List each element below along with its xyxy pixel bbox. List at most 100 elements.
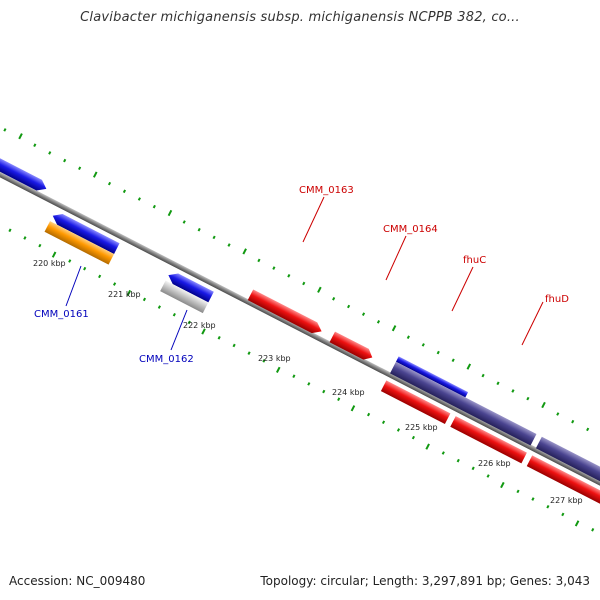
- gene-label-cmm-0162[interactable]: CMM_0162: [139, 309, 194, 365]
- tick-mark: [302, 281, 306, 286]
- tick-mark: [83, 266, 87, 271]
- gene-cmm-0162-upper[interactable]: [166, 270, 214, 303]
- tick-mark: [275, 366, 281, 373]
- kbp-label-224: 224 kbp: [332, 388, 365, 397]
- tick-mark: [421, 343, 425, 347]
- tick-mark: [526, 396, 530, 401]
- tick-mark: [350, 405, 356, 412]
- svg-text:fhuC: fhuC: [463, 255, 486, 266]
- gene-red-reverse-3[interactable]: [526, 455, 600, 511]
- tick-mark: [307, 382, 311, 386]
- gene-fhuc-operon[interactable]: [390, 361, 537, 446]
- tick-mark: [511, 389, 515, 393]
- tick-mark: [107, 181, 112, 186]
- tick-mark: [167, 209, 173, 217]
- tick-mark: [531, 497, 535, 501]
- gene-cmm-0163[interactable]: [247, 289, 325, 337]
- tick-mark: [142, 297, 147, 302]
- svg-text:CMM_0163: CMM_0163: [299, 185, 354, 196]
- tick-mark: [217, 336, 221, 340]
- tick-mark: [332, 297, 336, 301]
- tick-mark: [212, 235, 216, 240]
- tick-mark: [546, 504, 550, 509]
- tick-mark: [287, 273, 291, 278]
- tick-mark: [232, 343, 236, 348]
- gene-label-cmm-0163[interactable]: CMM_0163: [299, 185, 354, 243]
- kbp-scale: 220 kbp 221 kbp 222 kbp 223 kbp 224 kbp …: [33, 259, 583, 505]
- tick-mark: [376, 320, 381, 324]
- outer-tick-ring: [3, 128, 590, 432]
- tick-mark: [481, 373, 485, 378]
- tick-mark: [262, 359, 266, 363]
- tick-mark: [486, 474, 490, 478]
- svg-text:CMM_0161: CMM_0161: [34, 309, 89, 320]
- gene-cmm-0161[interactable]: [44, 221, 115, 265]
- tick-mark: [63, 158, 67, 163]
- tick-mark: [406, 335, 410, 339]
- tick-mark: [292, 374, 296, 378]
- tick-mark: [201, 328, 206, 335]
- genome-summary-text: Topology: circular; Length: 3,297,891 bp…: [260, 574, 590, 588]
- tick-mark: [456, 458, 460, 463]
- gene-fhuc[interactable]: [395, 356, 469, 398]
- gene-label-cmm-0161[interactable]: CMM_0161: [34, 265, 89, 320]
- tick-mark: [574, 520, 580, 527]
- tick-mark: [361, 312, 366, 316]
- svg-text:CMM_0164: CMM_0164: [383, 224, 438, 235]
- kbp-label-223: 223 kbp: [258, 354, 291, 363]
- gene-label-fhud[interactable]: fhuD: [521, 294, 569, 346]
- gene-cmm-0164[interactable]: [329, 331, 376, 363]
- tick-mark: [92, 171, 98, 178]
- tick-mark: [391, 325, 397, 332]
- tick-mark: [272, 266, 276, 270]
- tick-mark: [337, 397, 341, 402]
- gene-reverse-left-1[interactable]: [0, 143, 49, 194]
- tick-mark: [516, 489, 520, 494]
- gene-cmm-0162[interactable]: [160, 280, 209, 314]
- kbp-label-225: 225 kbp: [405, 423, 438, 432]
- tick-mark: [367, 412, 371, 417]
- tick-mark: [98, 274, 102, 279]
- gene-red-reverse-2[interactable]: [450, 416, 527, 464]
- tick-mark: [556, 412, 560, 416]
- tick-mark: [23, 236, 27, 240]
- gene-red-reverse-1[interactable]: [380, 380, 451, 425]
- tick-mark: [51, 251, 57, 258]
- gene-label-fhuc[interactable]: fhuC: [451, 255, 486, 312]
- tick-mark: [257, 258, 261, 263]
- tick-mark: [500, 481, 505, 489]
- tick-mark: [591, 527, 595, 532]
- tick-mark: [347, 304, 351, 309]
- tick-mark: [187, 320, 191, 325]
- tick-mark: [197, 227, 201, 232]
- tick-mark: [242, 248, 247, 255]
- kbp-label-227: 227 kbp: [550, 496, 583, 505]
- tick-mark: [451, 358, 455, 363]
- tick-mark: [247, 351, 251, 355]
- tick-mark: [436, 350, 440, 355]
- kbp-label-221: 221 kbp: [108, 290, 141, 299]
- tick-mark: [411, 435, 415, 440]
- tick-mark: [172, 312, 176, 317]
- tick-mark: [8, 228, 12, 233]
- gene-fhud-operon[interactable]: [535, 436, 600, 494]
- tick-mark: [38, 243, 42, 248]
- tick-mark: [182, 220, 186, 224]
- tick-mark: [157, 305, 161, 309]
- tick-mark: [471, 466, 475, 471]
- tick-mark: [586, 427, 590, 432]
- tick-mark: [561, 512, 565, 517]
- tick-mark: [441, 451, 445, 455]
- gene-cmm-0161-upper[interactable]: [50, 210, 120, 254]
- gene-label-cmm-0164[interactable]: CMM_0164: [383, 224, 438, 281]
- kbp-label-226: 226 kbp: [478, 459, 511, 468]
- tick-mark: [425, 443, 430, 450]
- tick-mark: [571, 419, 575, 424]
- tick-mark: [137, 197, 141, 201]
- genome-backbone: [0, 163, 600, 497]
- tick-mark: [68, 259, 72, 263]
- tick-mark: [33, 143, 37, 148]
- tick-mark: [227, 243, 231, 247]
- tick-mark: [126, 289, 132, 297]
